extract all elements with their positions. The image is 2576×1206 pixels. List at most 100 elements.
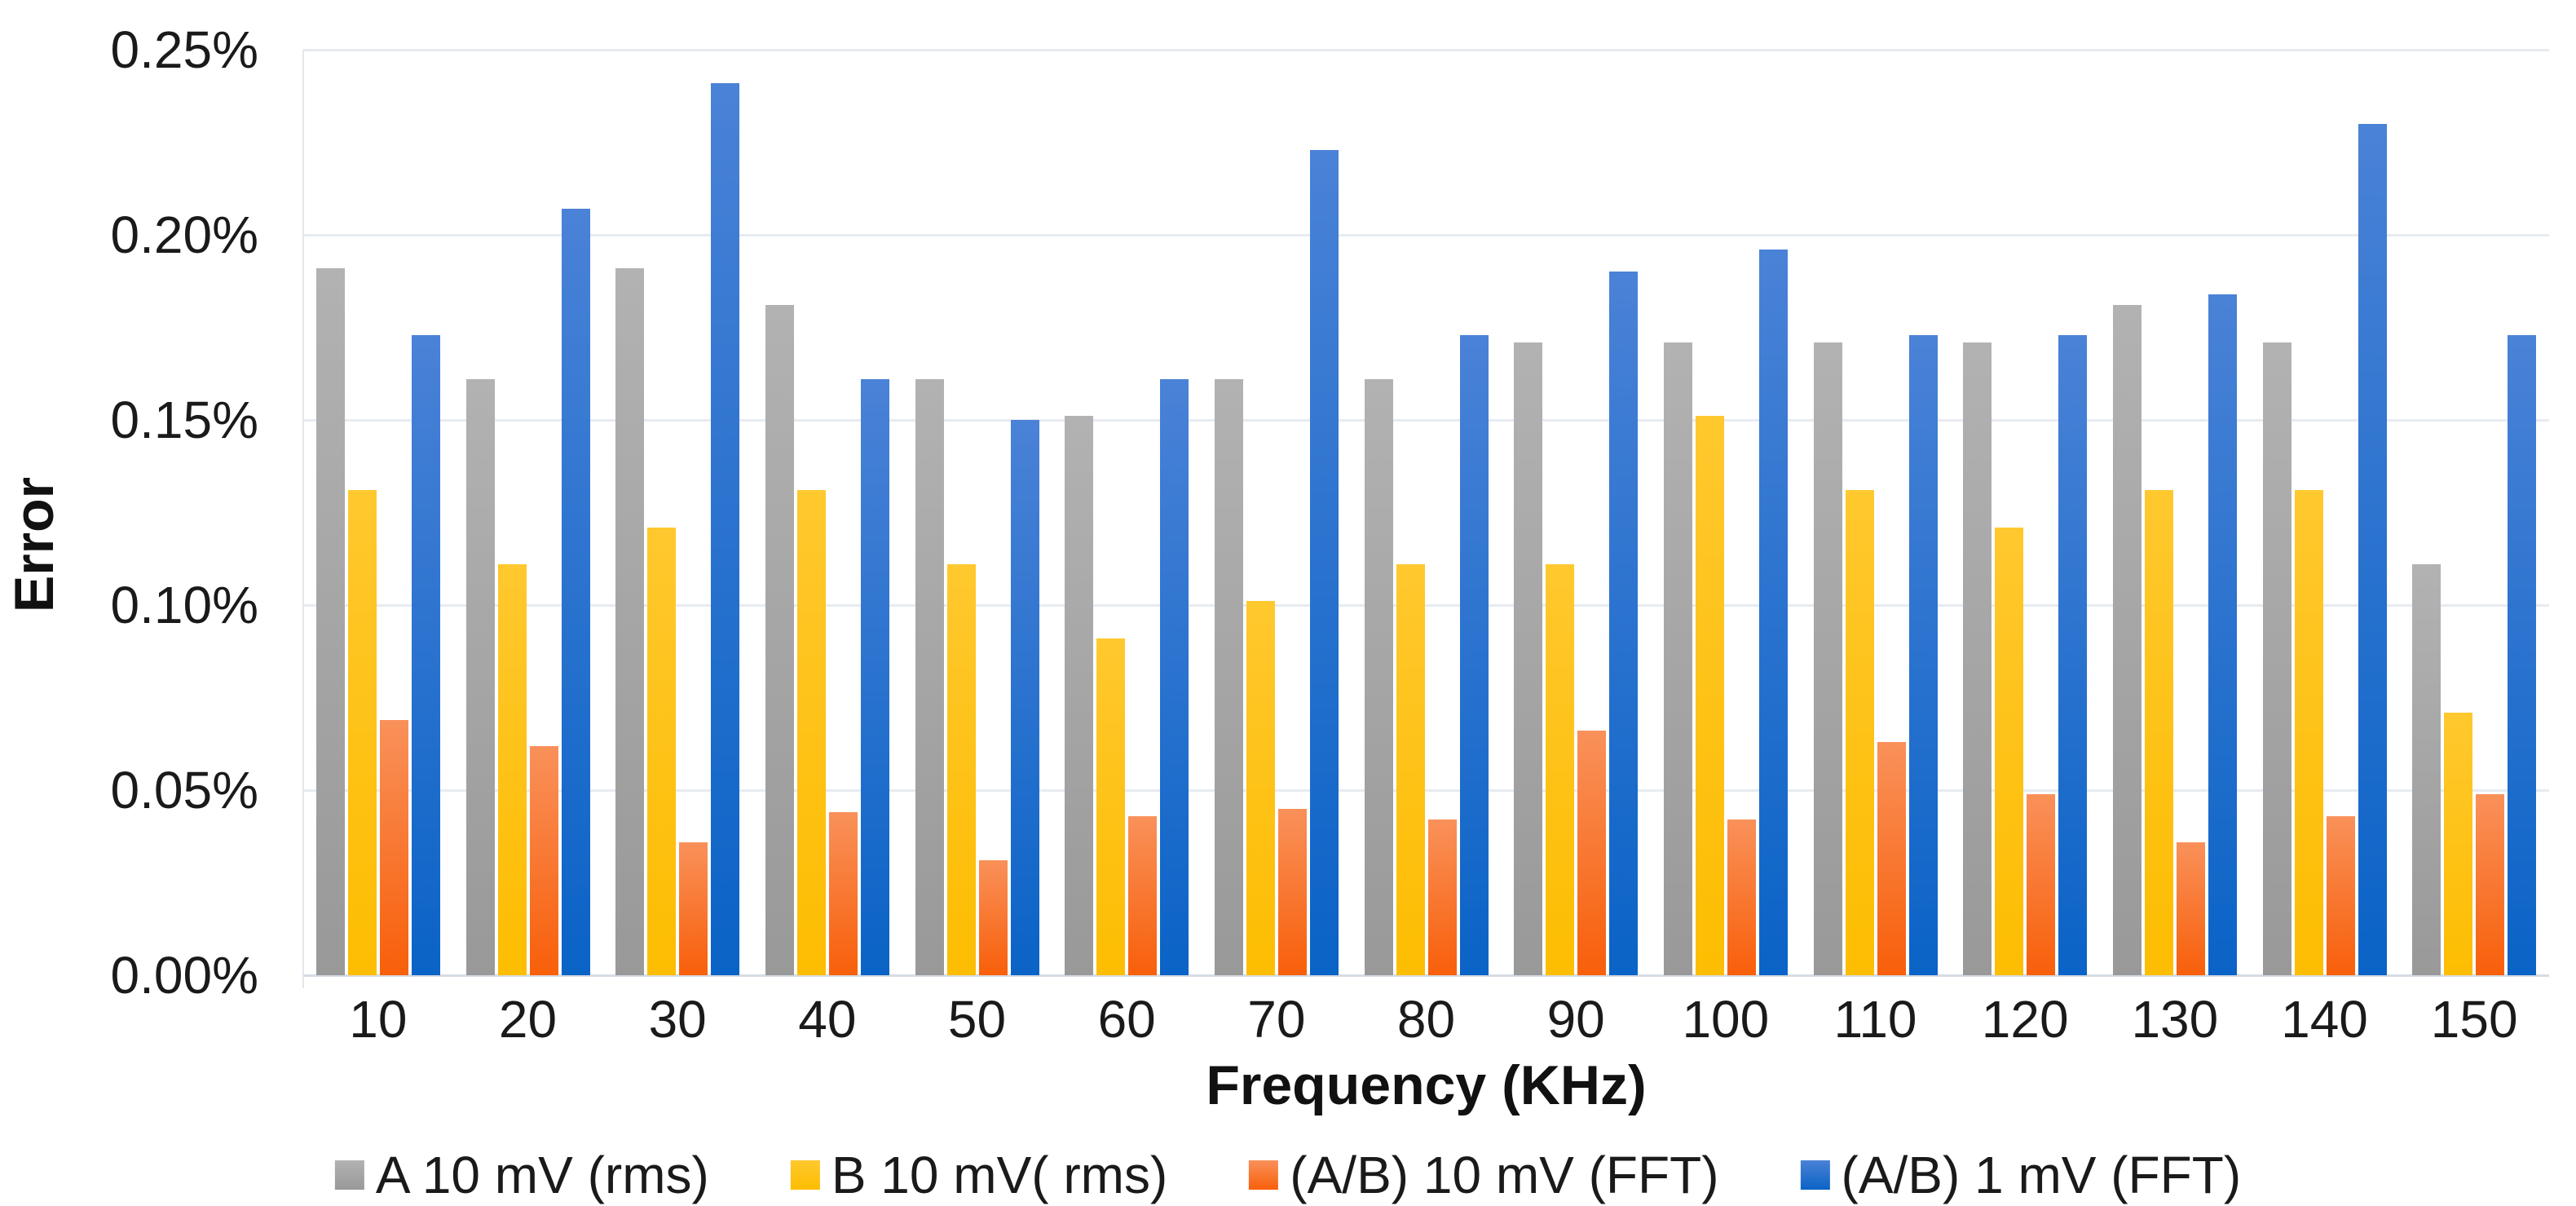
bar-series4-50 — [1011, 420, 1039, 975]
bar-series2-110 — [1846, 490, 1874, 975]
bar-series4-120 — [2058, 335, 2087, 975]
gridline — [303, 49, 2549, 51]
bar-series2-140 — [2295, 490, 2323, 975]
y-tick-label: 0.20% — [110, 205, 258, 264]
x-axis-title: Frequency (KHz) — [1206, 1054, 1647, 1116]
bar-series4-140 — [2358, 124, 2387, 975]
bar-series1-130 — [2113, 305, 2142, 975]
gridline — [303, 789, 2549, 792]
x-tick-label: 110 — [1833, 990, 1917, 1049]
bar-series2-30 — [647, 528, 676, 975]
bar-series1-10 — [316, 268, 345, 975]
gridline — [303, 604, 2549, 607]
bar-series3-130 — [2177, 842, 2205, 975]
x-axis-line — [303, 974, 2549, 977]
bar-series1-20 — [466, 379, 495, 975]
bar-series4-20 — [562, 209, 590, 975]
x-tick-label: 60 — [1097, 990, 1156, 1049]
bar-series3-80 — [1428, 819, 1457, 975]
legend-label: B 10 mV( rms) — [831, 1146, 1168, 1204]
bar-series1-110 — [1814, 342, 1842, 975]
bar-series3-50 — [979, 860, 1008, 975]
bar-series3-110 — [1877, 742, 1906, 975]
bar-series1-150 — [2412, 564, 2441, 975]
bar-series2-60 — [1096, 638, 1125, 975]
x-tick-label: 40 — [798, 990, 857, 1049]
legend-label: (A/B) 1 mV (FFT) — [1841, 1146, 2242, 1204]
bar-series3-60 — [1128, 816, 1157, 975]
bar-series4-130 — [2208, 294, 2237, 975]
bar-series4-70 — [1310, 150, 1339, 975]
bar-series3-140 — [2327, 816, 2355, 975]
x-tick-label: 70 — [1247, 990, 1306, 1049]
bar-series2-70 — [1246, 601, 1275, 975]
bar-series4-40 — [861, 379, 889, 975]
gridline — [303, 234, 2549, 236]
bar-series4-100 — [1759, 250, 1788, 975]
y-tick-label: 0.25% — [110, 20, 258, 79]
bar-series1-40 — [765, 305, 794, 975]
bar-series4-30 — [711, 83, 739, 975]
bar-series3-70 — [1278, 809, 1307, 975]
x-tick-label: 50 — [947, 990, 1007, 1049]
chart-legend: A 10 mV (rms) B 10 mV( rms) (A/B) 10 mV (F… — [334, 1145, 2242, 1205]
x-tick-label: 30 — [648, 990, 707, 1049]
legend-swatch-icon — [334, 1160, 364, 1190]
bar-series2-100 — [1696, 416, 1724, 975]
x-tick-label: 120 — [1981, 990, 2069, 1049]
bar-series2-10 — [348, 490, 377, 975]
bar-series1-90 — [1514, 342, 1542, 975]
bar-series1-70 — [1215, 379, 1243, 975]
bar-series4-60 — [1160, 379, 1189, 975]
bar-series2-80 — [1396, 564, 1425, 975]
bar-series1-100 — [1664, 342, 1692, 975]
legend-item-series1: A 10 mV (rms) — [334, 1145, 709, 1205]
bar-series4-150 — [2508, 335, 2536, 975]
bar-series2-90 — [1546, 564, 1574, 975]
legend-swatch-icon — [790, 1160, 820, 1190]
legend-item-series3: (A/B) 10 mV (FFT) — [1249, 1145, 1719, 1205]
legend-swatch-icon — [1249, 1160, 1279, 1190]
y-axis-line — [302, 50, 304, 988]
y-tick-label: 0.10% — [110, 576, 258, 634]
bar-series2-40 — [797, 490, 826, 975]
bar-series1-120 — [1963, 342, 1992, 975]
bar-series4-10 — [412, 335, 440, 975]
bar-series2-50 — [947, 564, 976, 975]
y-tick-label: 0.15% — [110, 391, 258, 449]
bar-series2-150 — [2444, 713, 2472, 975]
bar-series1-80 — [1365, 379, 1393, 975]
bar-series1-60 — [1065, 416, 1093, 975]
legend-label: (A/B) 10 mV (FFT) — [1290, 1146, 1719, 1204]
legend-item-series2: B 10 mV( rms) — [790, 1145, 1168, 1205]
x-tick-label: 90 — [1546, 990, 1605, 1049]
bar-series3-20 — [530, 746, 558, 975]
x-tick-label: 100 — [1682, 990, 1770, 1049]
bar-series1-50 — [915, 379, 944, 975]
bar-series3-40 — [829, 812, 858, 975]
legend-label: A 10 mV (rms) — [375, 1146, 709, 1204]
bar-series3-150 — [2476, 794, 2504, 975]
bar-series2-20 — [498, 564, 527, 975]
gridline — [303, 419, 2549, 422]
bar-series3-120 — [2027, 794, 2055, 975]
bar-series1-140 — [2263, 342, 2291, 975]
bar-series3-10 — [380, 720, 408, 975]
x-tick-label: 150 — [2430, 990, 2518, 1049]
bar-series3-90 — [1577, 731, 1606, 975]
x-tick-label: 80 — [1396, 990, 1456, 1049]
bar-series4-110 — [1909, 335, 1938, 975]
x-tick-label: 130 — [2131, 990, 2219, 1049]
y-tick-label: 0.00% — [110, 946, 258, 1005]
y-tick-label: 0.05% — [110, 761, 258, 819]
legend-item-series4: (A/B) 1 mV (FFT) — [1800, 1145, 2242, 1205]
bar-series4-80 — [1460, 335, 1489, 975]
bar-series4-90 — [1609, 272, 1638, 975]
bar-series3-100 — [1727, 819, 1756, 975]
bar-series2-130 — [2145, 490, 2173, 975]
x-tick-label: 140 — [2281, 990, 2368, 1049]
x-tick-label: 10 — [349, 990, 408, 1049]
bar-series1-30 — [615, 268, 644, 975]
legend-swatch-icon — [1800, 1160, 1830, 1190]
